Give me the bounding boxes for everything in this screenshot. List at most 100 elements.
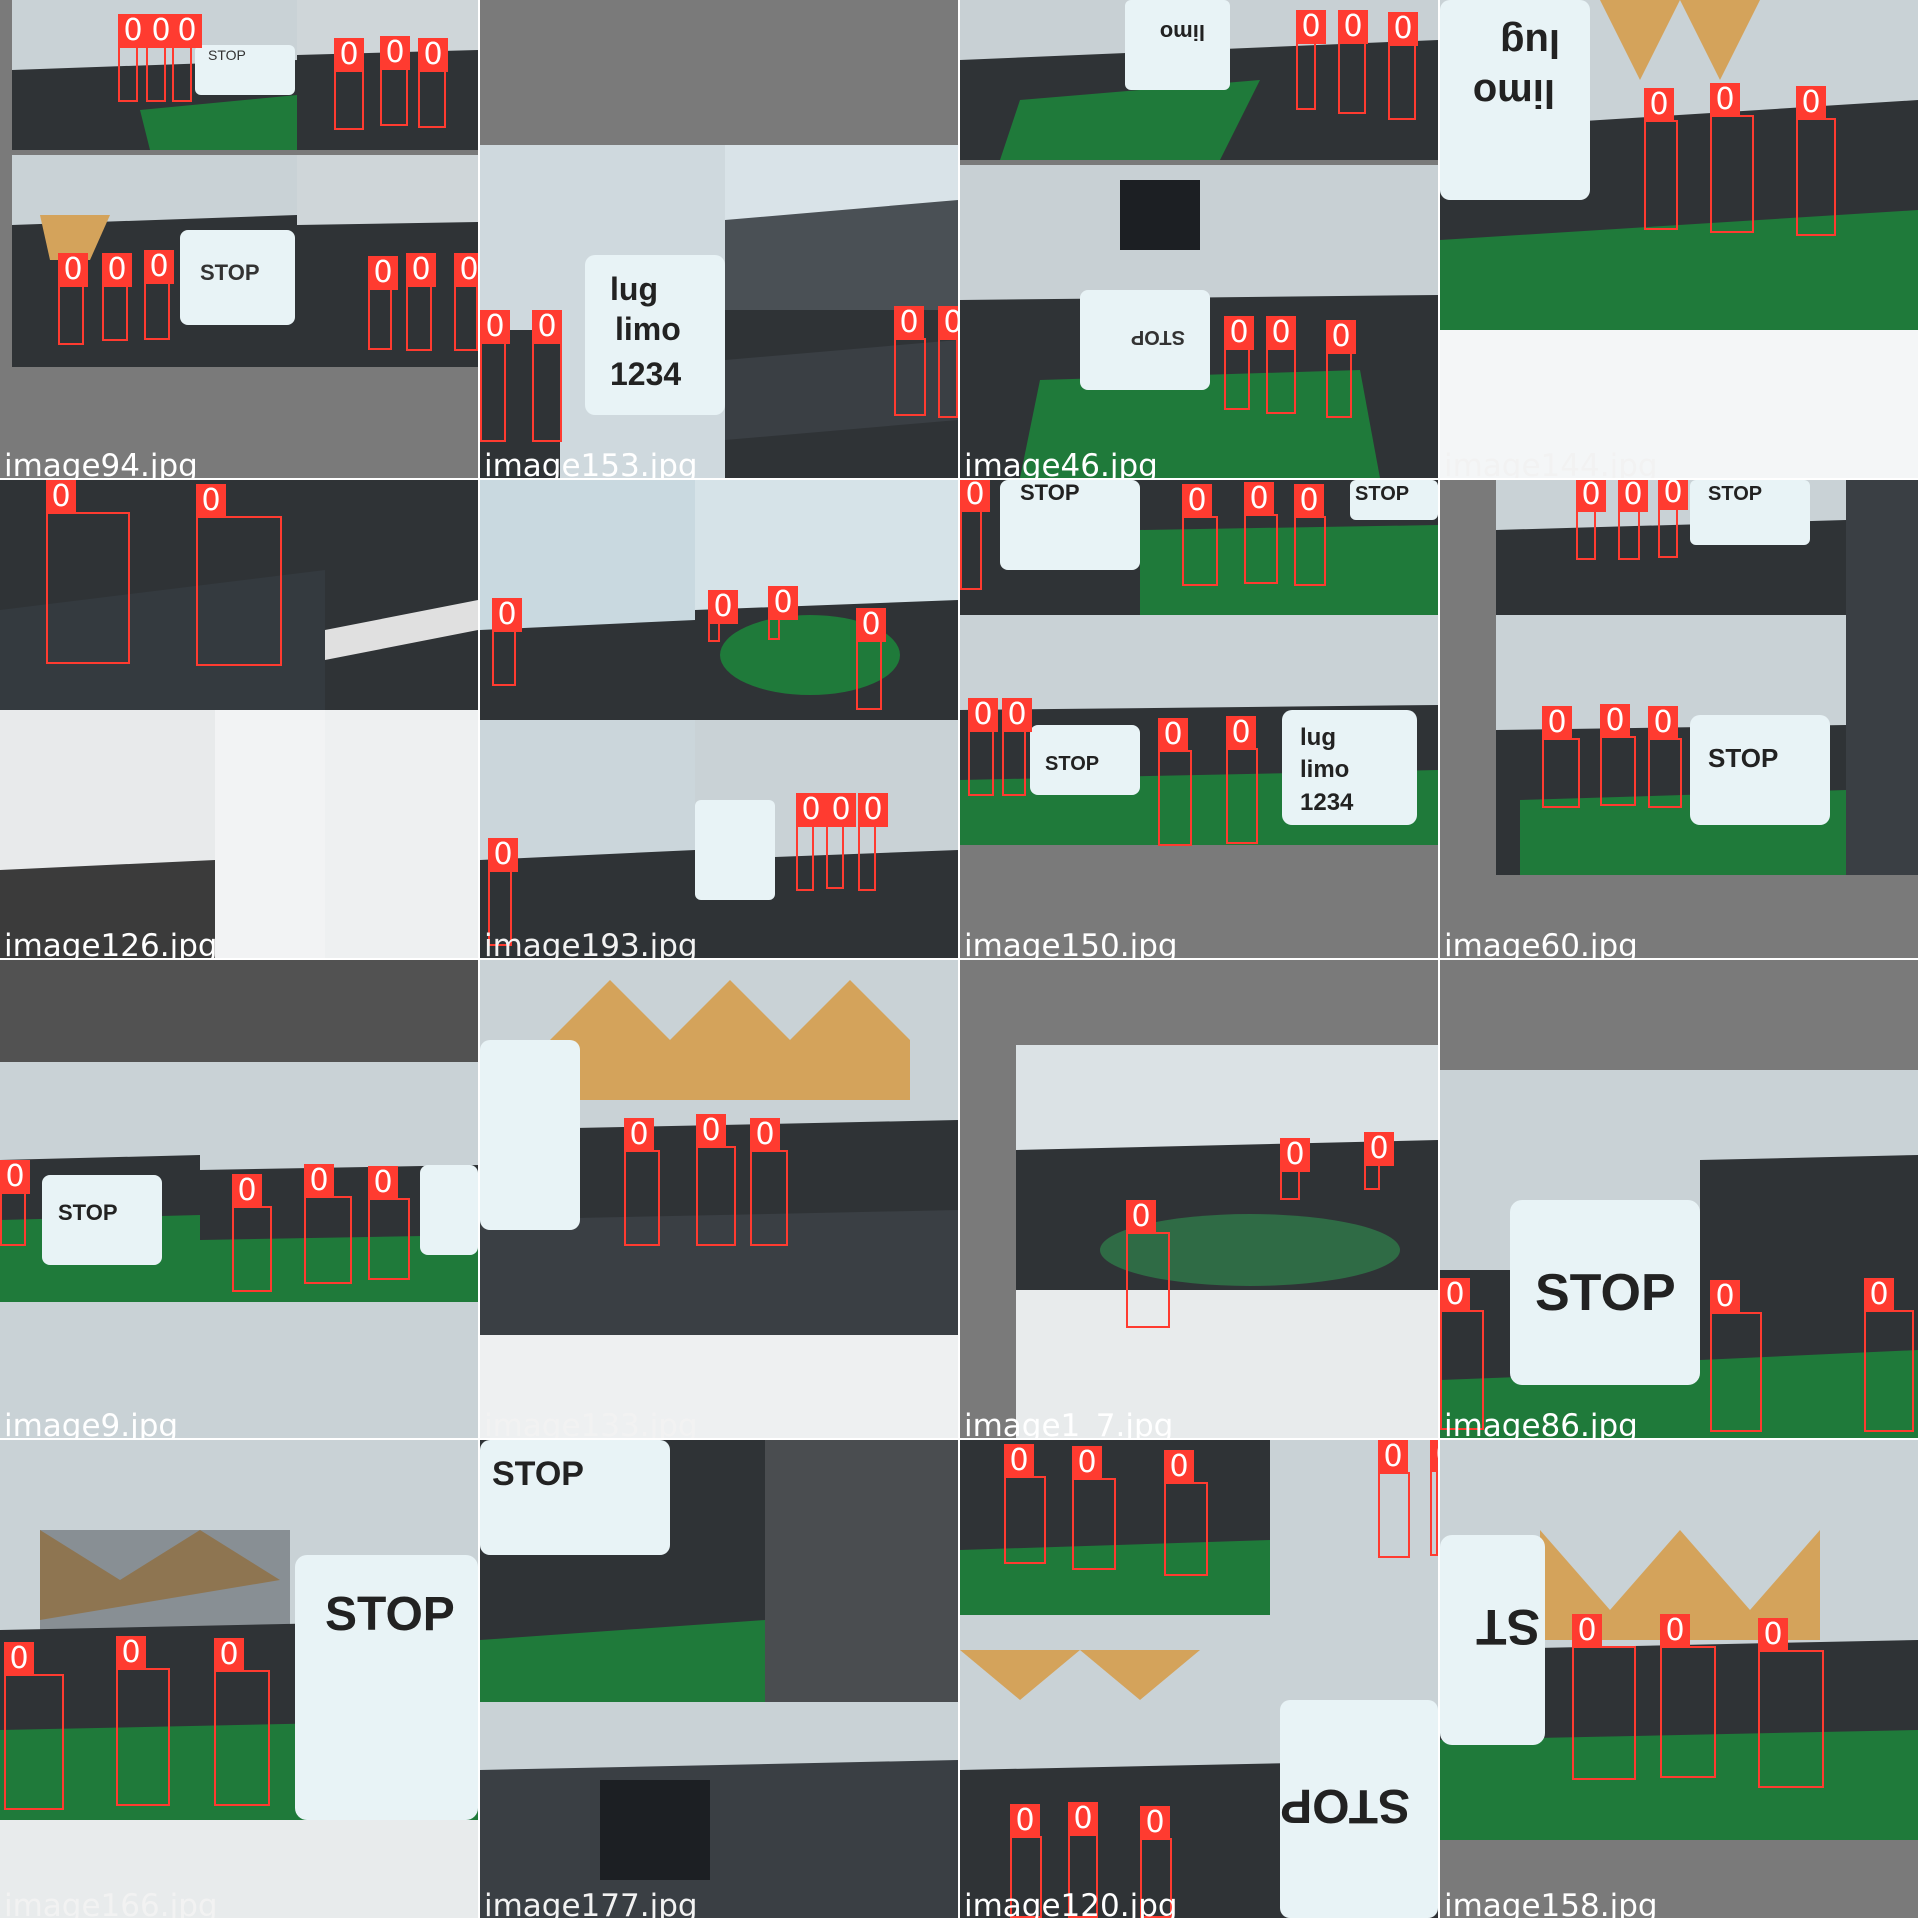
class-label: 0	[46, 480, 76, 514]
mosaic-scene: limo STOP	[960, 0, 1438, 478]
stop-sign-text: STOP	[1708, 743, 1778, 773]
detection-box: 0	[1338, 10, 1368, 114]
mosaic-scene: lug limo	[1440, 0, 1918, 478]
detection-box: 0	[454, 253, 478, 351]
tile-9: STOP 0 0 0 0 image9.jpg	[0, 960, 478, 1438]
tile-6: 0 0 0 0 0 0 0 0 image193.jpg	[480, 480, 958, 958]
class-label: 0	[1572, 1614, 1602, 1648]
detection-box: 0	[1244, 482, 1278, 584]
mosaic-scene: STOP	[0, 1440, 478, 1918]
class-label: 0	[1864, 1278, 1894, 1312]
image-filename: image177.jpg	[484, 1888, 698, 1919]
class-label: 0	[968, 698, 998, 732]
class-label: 0	[960, 480, 990, 512]
class-label: 0	[858, 793, 888, 827]
detection-box: 0	[418, 38, 448, 128]
detection-box: 0	[1796, 86, 1836, 236]
detection-box: 0	[1280, 1138, 1310, 1200]
tile-15: STOP 0 0 0 0 0 0 0 0 image120.jpg	[960, 1440, 1438, 1918]
class-label: 0	[1378, 1440, 1408, 1474]
class-label: 0	[116, 1636, 146, 1670]
detection-box: 0	[58, 253, 88, 345]
class-label: 0	[488, 838, 518, 872]
class-label: 0	[1140, 1806, 1170, 1840]
stop-sign-text: STOP	[58, 1200, 118, 1225]
class-label: 0	[1294, 484, 1324, 518]
stop-sign-text: STOP	[208, 47, 246, 63]
class-label: 0	[304, 1164, 334, 1198]
grid-divider	[0, 958, 1920, 960]
detection-box: 0	[1326, 320, 1356, 418]
sign-text: 1234	[1300, 789, 1354, 816]
tile-12: STOP 0 0 0 image86.jpg	[1440, 960, 1918, 1438]
detection-box: 0	[1440, 1278, 1484, 1430]
class-label: 0	[796, 793, 826, 827]
mosaic-scene: ST	[1440, 1440, 1918, 1918]
detection-box: 0	[1068, 1802, 1098, 1918]
detection-box: 0	[116, 1636, 170, 1806]
detection-box: 0	[1004, 1444, 1046, 1564]
detection-box: 0	[1010, 1804, 1042, 1918]
detection-box: 0	[1224, 316, 1254, 410]
tile-10: 0 0 0 image133.jpg	[480, 960, 958, 1438]
tile-11: 0 0 0 image1_7.jpg	[960, 960, 1438, 1438]
sign-text: limo	[1300, 756, 1349, 783]
grid-divider	[0, 478, 1920, 480]
detection-box: 0	[144, 250, 174, 340]
detection-box: 0	[118, 14, 148, 102]
detection-box: 0	[894, 306, 926, 416]
detection-box: 0	[1758, 1618, 1824, 1788]
detection-box: 0	[406, 253, 436, 351]
class-label: 0	[146, 14, 176, 48]
image-filename: image1_7.jpg	[964, 1408, 1174, 1439]
detection-box: 0	[1658, 480, 1688, 558]
sign-text: lug	[610, 271, 658, 307]
class-label: 0	[214, 1638, 244, 1672]
class-label: 0	[856, 608, 886, 642]
tile-14: STOP image177.jpg	[480, 1440, 958, 1918]
class-label: 0	[380, 36, 410, 70]
class-label: 0	[1710, 1280, 1740, 1314]
class-label: 0	[454, 253, 478, 287]
class-label: 0	[532, 310, 562, 344]
detection-box: 0	[624, 1118, 660, 1246]
class-label: 0	[826, 793, 856, 827]
class-label: 0	[938, 306, 958, 340]
class-label: 0	[418, 38, 448, 72]
detection-box: 0	[1576, 480, 1606, 560]
detection-box: 0	[1648, 706, 1682, 808]
class-label: 0	[1226, 716, 1256, 750]
class-label: 0	[1660, 1614, 1690, 1648]
detection-box: 0	[1430, 1440, 1438, 1556]
class-label: 0	[696, 1114, 726, 1148]
detection-box: 0	[480, 310, 510, 442]
detection-box: 0	[1378, 1440, 1410, 1558]
class-label: 0	[1158, 718, 1188, 752]
detection-box: 0	[1864, 1278, 1914, 1432]
tile-5: 0 0 image126.jpg	[0, 480, 478, 958]
detection-box: 0	[856, 608, 886, 710]
class-label: 0	[1440, 1278, 1470, 1312]
class-label: 0	[232, 1174, 262, 1208]
class-label: 0	[1338, 10, 1368, 44]
mosaic-scene: STOP STOP STOP lug limo 1234	[960, 480, 1438, 958]
class-label: 0	[1648, 706, 1678, 740]
class-label: 0	[1002, 698, 1032, 732]
sign-text: limo	[1473, 71, 1555, 115]
class-label: 0	[1710, 83, 1740, 117]
class-label: 0	[1244, 482, 1274, 516]
stop-sign-text: ST	[1476, 1599, 1540, 1655]
class-label: 0	[750, 1118, 780, 1152]
class-label: 0	[1364, 1132, 1394, 1166]
tile-16: ST 0 0 0 image158.jpg	[1440, 1440, 1918, 1918]
image-filename: image166.jpg	[4, 1888, 218, 1919]
sign-text: lug	[1300, 724, 1336, 751]
detection-box: 0	[368, 1166, 410, 1280]
detection-box: 0	[1542, 706, 1580, 808]
image-filename: image150.jpg	[964, 928, 1178, 959]
class-label: 0	[768, 586, 798, 620]
detection-box: 0	[826, 793, 856, 889]
class-label: 0	[1126, 1200, 1156, 1234]
tile-3: limo STOP 0 0 0 0 0 0 image46.jpg	[960, 0, 1438, 478]
